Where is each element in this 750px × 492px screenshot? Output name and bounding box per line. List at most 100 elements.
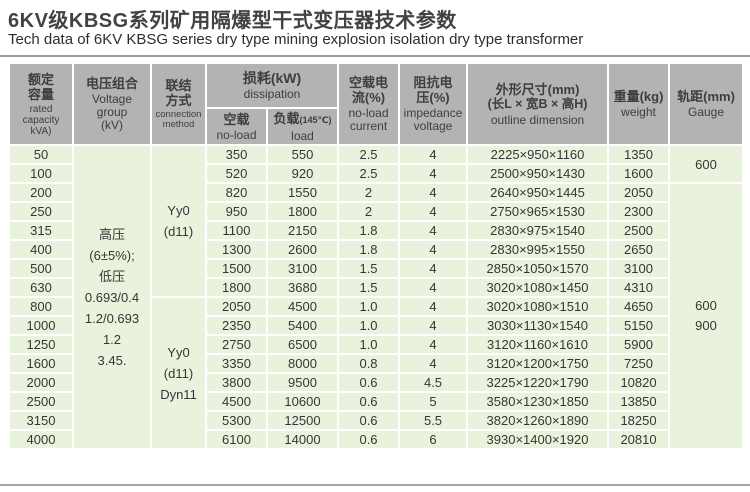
header-load-zh: 负载 bbox=[273, 110, 300, 126]
cell-load: 12500 bbox=[265, 410, 340, 431]
cell-current: 2 bbox=[337, 201, 401, 222]
cell-capacity: 500 bbox=[8, 258, 74, 279]
cell-weight: 4650 bbox=[607, 296, 671, 317]
cell-weight: 2300 bbox=[607, 201, 671, 222]
table-row: 1000 2350 5400 1.0 4 3030×1130×1540 5150 bbox=[8, 315, 743, 336]
table-row: 800 Yy0 (d11) Dyn11 2050 4500 1.0 4 3020… bbox=[8, 296, 743, 450]
cell-impedance: 4 bbox=[398, 239, 469, 260]
table-row: 1250 2750 6500 1.0 4 3120×1160×1610 5900 bbox=[8, 334, 743, 355]
header-no-load-current-zh: 空载电 流(%) bbox=[349, 75, 389, 105]
cell-current: 1.5 bbox=[337, 258, 401, 279]
cell-no-load: 3350 bbox=[205, 353, 268, 374]
cell-load: 5400 bbox=[265, 315, 340, 336]
header-weight: 重量(kg) weight bbox=[607, 62, 671, 146]
cell-current: 0.6 bbox=[337, 410, 401, 431]
header-no-load-current-en: no-load current bbox=[348, 106, 389, 133]
cell-impedance: 4 bbox=[398, 353, 469, 374]
cell-capacity: 2000 bbox=[8, 372, 74, 393]
cell-no-load: 820 bbox=[205, 182, 268, 203]
cell-no-load: 950 bbox=[205, 201, 268, 222]
cell-capacity: 50 bbox=[8, 144, 74, 165]
cell-current: 1.0 bbox=[337, 315, 401, 336]
table-row: 500 1500 3100 1.5 4 2850×1050×1570 3100 bbox=[8, 258, 743, 279]
cell-capacity: 1000 bbox=[8, 315, 74, 336]
cell-current: 0.8 bbox=[337, 353, 401, 374]
cell-load: 2600 bbox=[265, 239, 340, 260]
cell-load: 2150 bbox=[265, 220, 340, 241]
cell-no-load: 520 bbox=[205, 163, 268, 184]
cell-weight: 18250 bbox=[607, 410, 671, 431]
cell-dimension: 3120×1160×1610 bbox=[466, 334, 610, 355]
cell-weight: 5900 bbox=[607, 334, 671, 355]
cell-load: 8000 bbox=[265, 353, 340, 374]
cell-gauge-2: 600 900 bbox=[668, 182, 745, 450]
header-voltage-group-zh: 电压组合 bbox=[85, 76, 138, 91]
cell-dimension: 2750×965×1530 bbox=[466, 201, 610, 222]
cell-no-load: 1500 bbox=[205, 258, 268, 279]
cell-impedance: 4 bbox=[398, 163, 469, 184]
cell-load: 14000 bbox=[265, 429, 340, 450]
cell-impedance: 6 bbox=[398, 429, 469, 450]
header-impedance-voltage-zh: 阻抗电 压(%) bbox=[413, 75, 453, 105]
cell-dimension: 3120×1200×1750 bbox=[466, 353, 610, 374]
header-gauge-zh: 轨距(mm) bbox=[677, 89, 735, 104]
cell-impedance: 4 bbox=[398, 315, 469, 336]
top-divider bbox=[0, 55, 750, 57]
header-impedance-voltage: 阻抗电 压(%) impedance voltage bbox=[398, 62, 469, 146]
cell-capacity: 100 bbox=[8, 163, 74, 184]
cell-connection-method-1: Yy0 (d11) bbox=[150, 144, 207, 298]
cell-impedance: 4 bbox=[398, 182, 469, 203]
cell-current: 1.5 bbox=[337, 277, 401, 298]
table-row: 50 高压 (6±5%); 低压 0.693/0.4 1.2/0.693 1.2… bbox=[8, 144, 745, 450]
header-weight-en: weight bbox=[621, 105, 656, 119]
cell-dimension: 2830×995×1550 bbox=[466, 239, 610, 260]
cell-weight: 7250 bbox=[607, 353, 671, 374]
table-row: 4000 6100 14000 0.6 6 3930×1400×1920 208… bbox=[8, 429, 743, 450]
cell-weight: 4310 bbox=[607, 277, 671, 298]
cell-no-load: 2750 bbox=[205, 334, 268, 355]
cell-weight: 2650 bbox=[607, 239, 671, 260]
cell-load: 10600 bbox=[265, 391, 340, 412]
table-header: 额定 容量 rated capacity kVA) 电压组合 Voltage g… bbox=[8, 62, 745, 146]
cell-current: 0.6 bbox=[337, 391, 401, 412]
header-connection-method: 联结 方式 connection method bbox=[150, 62, 207, 146]
cell-load: 4500 bbox=[265, 296, 340, 317]
table-row: 400 1300 2600 1.8 4 2830×995×1550 2650 bbox=[8, 239, 743, 260]
spec-table-container: 额定 容量 rated capacity kVA) 电压组合 Voltage g… bbox=[8, 62, 745, 450]
cell-dimension: 3020×1080×1510 bbox=[466, 296, 610, 317]
header-rated-capacity-zh: 额定 容量 bbox=[27, 71, 54, 102]
cell-capacity: 800 bbox=[8, 296, 74, 317]
header-outline-dimension-zh2: (长L × 宽B × 高H) bbox=[487, 96, 588, 111]
header-impedance-voltage-en: impedance voltage bbox=[403, 106, 463, 133]
cell-current: 1.8 bbox=[337, 239, 401, 260]
cell-no-load: 5300 bbox=[205, 410, 268, 431]
header-load: 负载(145℃) load bbox=[265, 107, 340, 146]
cell-load: 1800 bbox=[265, 201, 340, 222]
cell-weight: 5150 bbox=[607, 315, 671, 336]
cell-weight: 20810 bbox=[607, 429, 671, 450]
cell-impedance: 4 bbox=[398, 144, 469, 165]
cell-dimension: 3225×1220×1790 bbox=[466, 372, 610, 393]
page-title: 6KV级KBSG系列矿用隔爆型干式变压器技术参数 bbox=[8, 10, 457, 32]
table-row: 250 950 1800 2 4 2750×965×1530 2300 bbox=[8, 201, 743, 222]
table-row: 100 520 920 2.5 4 2500×950×1430 1600 bbox=[8, 163, 743, 184]
cell-capacity: 3150 bbox=[8, 410, 74, 431]
cell-capacity: 315 bbox=[8, 220, 74, 241]
cell-dimension: 3020×1080×1450 bbox=[466, 277, 610, 298]
cell-weight: 2500 bbox=[607, 220, 671, 241]
header-outline-dimension-en: outline dimension bbox=[490, 112, 585, 127]
table-row: 630 1800 3680 1.5 4 3020×1080×1450 4310 bbox=[8, 277, 743, 298]
cell-load: 3100 bbox=[265, 258, 340, 279]
cell-dimension: 2225×950×1160 bbox=[466, 144, 610, 165]
cell-impedance: 4 bbox=[398, 258, 469, 279]
cell-impedance: 4 bbox=[398, 220, 469, 241]
cell-impedance: 5 bbox=[398, 391, 469, 412]
cell-no-load: 4500 bbox=[205, 391, 268, 412]
header-rated-capacity-en: rated capacity kVA) bbox=[22, 103, 60, 137]
header-voltage-group-en: Voltage group (kV) bbox=[91, 92, 133, 132]
cell-current: 1.8 bbox=[337, 220, 401, 241]
header-no-load-zh: 空载 bbox=[223, 111, 250, 127]
cell-no-load: 2350 bbox=[205, 315, 268, 336]
spec-table: 额定 容量 rated capacity kVA) 电压组合 Voltage g… bbox=[8, 62, 745, 450]
cell-impedance: 4 bbox=[398, 201, 469, 222]
